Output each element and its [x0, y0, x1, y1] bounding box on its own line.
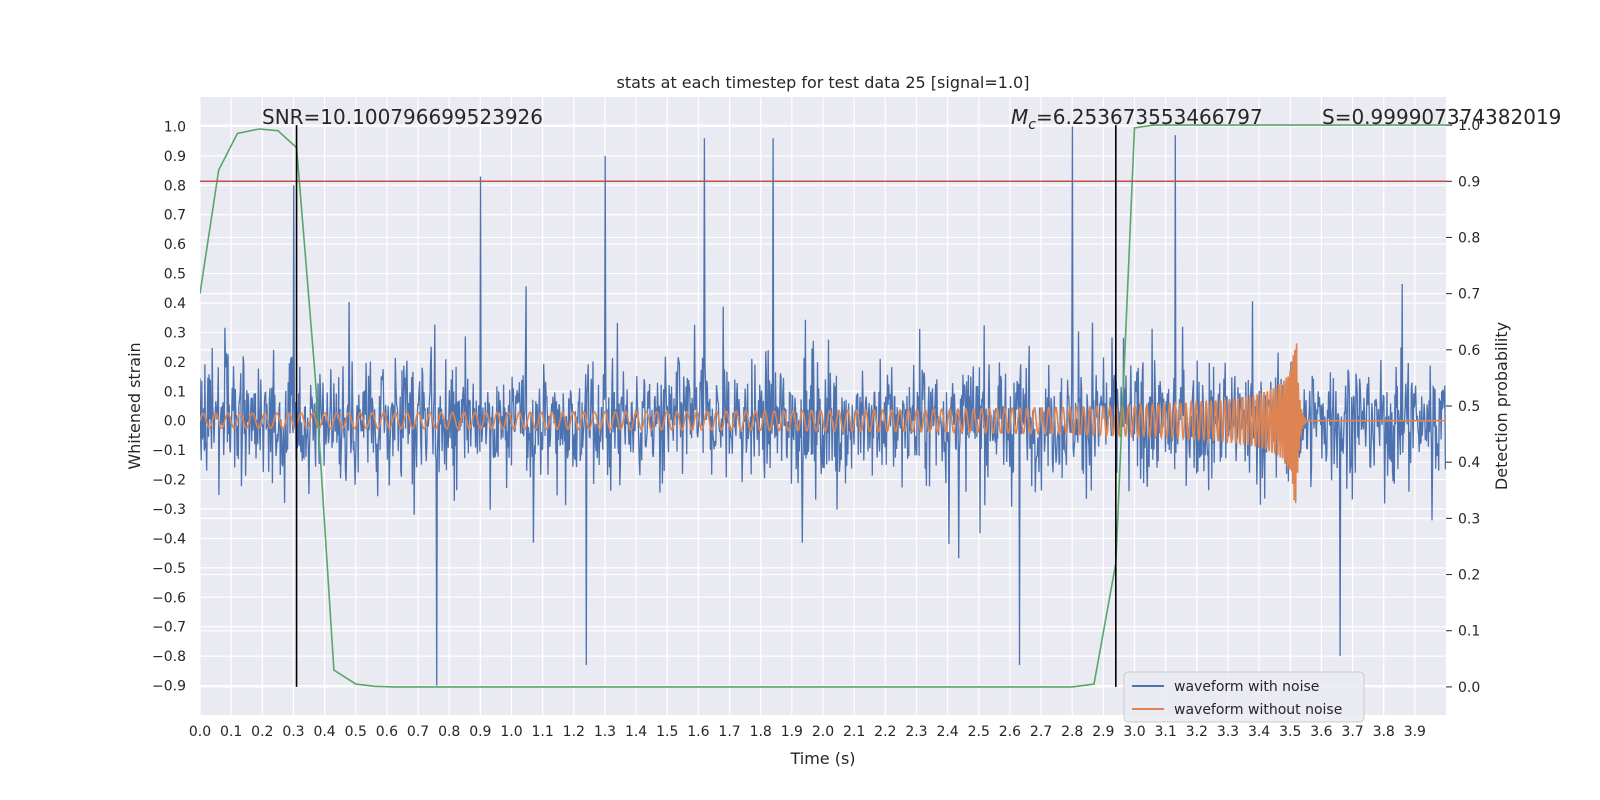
x-tick-label: 3.6: [1310, 724, 1332, 740]
legend-label-noise: waveform with noise: [1174, 679, 1319, 695]
x-tick-label: 1.2: [563, 724, 585, 740]
x-tick-label: 0.5: [345, 724, 367, 740]
y-right-tick-label: 0.7: [1458, 287, 1480, 303]
x-tick-label: 3.8: [1373, 724, 1395, 740]
y-left-tick-label: −0.9: [152, 679, 186, 695]
x-tick-label: 1.7: [718, 724, 740, 740]
x-tick-label: 2.5: [968, 724, 990, 740]
x-tick-label: 0.7: [407, 724, 429, 740]
series-detection-probability: [200, 124, 1446, 688]
y-right-tick-label: 0.3: [1458, 511, 1480, 527]
y-axis-right-ticks: 1.0 0.9 0.8 0.7 0.6 0.5 0.4 0.3 0.2 0.1 0.0: [1446, 118, 1480, 696]
y-right-tick-label: 0.5: [1458, 399, 1480, 415]
chirp-mass-value: =6.253673553466797: [1036, 105, 1263, 129]
legend: waveform with noise waveform without noi…: [1123, 671, 1365, 723]
y-left-tick-label: 0.8: [164, 178, 186, 194]
y-left-tick-label: −0.7: [152, 620, 186, 636]
x-tick-label: 2.7: [1030, 724, 1052, 740]
series-layer: [200, 124, 1446, 688]
x-tick-label: 1.5: [656, 724, 678, 740]
y-left-tick-label: −0.2: [152, 473, 186, 489]
y-left-tick-label: −0.5: [152, 561, 186, 577]
y-left-tick-label: 0.9: [164, 149, 186, 165]
x-tick-label: 2.4: [936, 724, 958, 740]
y-right-tick-label: 0.6: [1458, 343, 1480, 359]
x-tick-label: 3.3: [1217, 724, 1239, 740]
y-axis-left-ticks: 1.0 0.9 0.8 0.7 0.6 0.5 0.4 0.3 0.2 0.1 0.0 −0.1 −0.…: [152, 119, 186, 694]
y-right-tick-label: 0.0: [1458, 680, 1480, 696]
y-left-tick-label: −0.8: [152, 649, 186, 665]
x-tick-label: 3.5: [1279, 724, 1301, 740]
x-tick-label: 0.2: [251, 724, 273, 740]
x-tick-label: 2.6: [999, 724, 1021, 740]
y-left-tick-label: 0.5: [164, 267, 186, 283]
x-tick-label: 0.8: [438, 724, 460, 740]
y-left-tick-label: −0.1: [152, 443, 186, 459]
x-tick-label: 2.2: [874, 724, 896, 740]
chart-title: stats at each timestep for test data 25 …: [617, 73, 1030, 92]
y-right-tick-label: 1.0: [1458, 118, 1480, 134]
x-tick-label: 3.0: [1123, 724, 1145, 740]
x-tick-label: 3.9: [1404, 724, 1426, 740]
x-tick-label: 3.4: [1248, 724, 1270, 740]
y-left-tick-label: 0.1: [164, 384, 186, 400]
y-right-tick-label: 0.9: [1458, 174, 1480, 190]
x-tick-label: 0.6: [376, 724, 398, 740]
x-tick-label: 1.8: [750, 724, 772, 740]
x-tick-label: 1.9: [781, 724, 803, 740]
series-waveform-without-noise: [200, 343, 1446, 504]
x-tick-label: 3.2: [1186, 724, 1208, 740]
x-tick-label: 0.9: [469, 724, 491, 740]
y-left-tick-label: 0.3: [164, 325, 186, 341]
y-left-tick-label: 1.0: [164, 119, 186, 135]
x-tick-label: 1.1: [532, 724, 554, 740]
x-tick-label: 0.4: [313, 724, 335, 740]
chirp-mass-subscript: c: [1028, 117, 1036, 133]
y-right-tick-label: 0.2: [1458, 568, 1480, 584]
y-left-tick-label: 0.7: [164, 208, 186, 224]
y-left-tick-label: −0.6: [152, 590, 186, 606]
y-left-tick-label: 0.4: [164, 296, 186, 312]
y-right-tick-label: 0.4: [1458, 455, 1480, 471]
x-tick-label: 2.3: [905, 724, 927, 740]
y-left-tick-label: 0.0: [164, 414, 186, 430]
x-tick-label: 2.0: [812, 724, 834, 740]
legend-box: [1123, 671, 1365, 723]
x-tick-label: 0.0: [189, 724, 211, 740]
x-tick-label: 1.0: [500, 724, 522, 740]
series-waveform-with-noise: [200, 126, 1446, 686]
x-tick-label: 0.3: [282, 724, 304, 740]
x-tick-label: 2.9: [1092, 724, 1114, 740]
legend-label-clean: waveform without noise: [1174, 702, 1342, 718]
x-tick-label: 0.1: [220, 724, 242, 740]
x-tick-label: 2.1: [843, 724, 865, 740]
y-left-tick-label: −0.4: [152, 531, 186, 547]
x-tick-label: 2.8: [1061, 724, 1083, 740]
snr-annotation: SNR=10.100796699523926: [262, 105, 543, 129]
x-tick-label: 1.6: [687, 724, 709, 740]
x-tick-label: 3.1: [1155, 724, 1177, 740]
chirp-mass-symbol: M: [1011, 105, 1028, 129]
x-axis-ticks: 0.0 0.1 0.2 0.3 0.4 0.5 0.6 0.7 0.8 0.9 1.0 1.1 1.2 1…: [189, 724, 1426, 740]
y-left-tick-label: 0.6: [164, 237, 186, 253]
y-left-tick-label: −0.3: [152, 502, 186, 518]
x-tick-label: 1.3: [594, 724, 616, 740]
x-tick-label: 1.4: [625, 724, 647, 740]
y-left-tick-label: 0.2: [164, 355, 186, 371]
y-right-tick-label: 0.8: [1458, 230, 1480, 246]
plot-area: [200, 124, 1446, 688]
x-tick-label: 3.7: [1341, 724, 1363, 740]
y-axis-left-label: Whitened strain: [125, 342, 144, 469]
detection-stat-annotation: S=0.999907374382019: [1322, 105, 1561, 129]
y-right-tick-label: 0.1: [1458, 624, 1480, 640]
x-axis-label: Time (s): [789, 749, 855, 768]
chirp-mass-annotation: Mc=6.253673553466797: [1011, 105, 1263, 133]
y-axis-right-label: Detection probability: [1492, 322, 1511, 490]
